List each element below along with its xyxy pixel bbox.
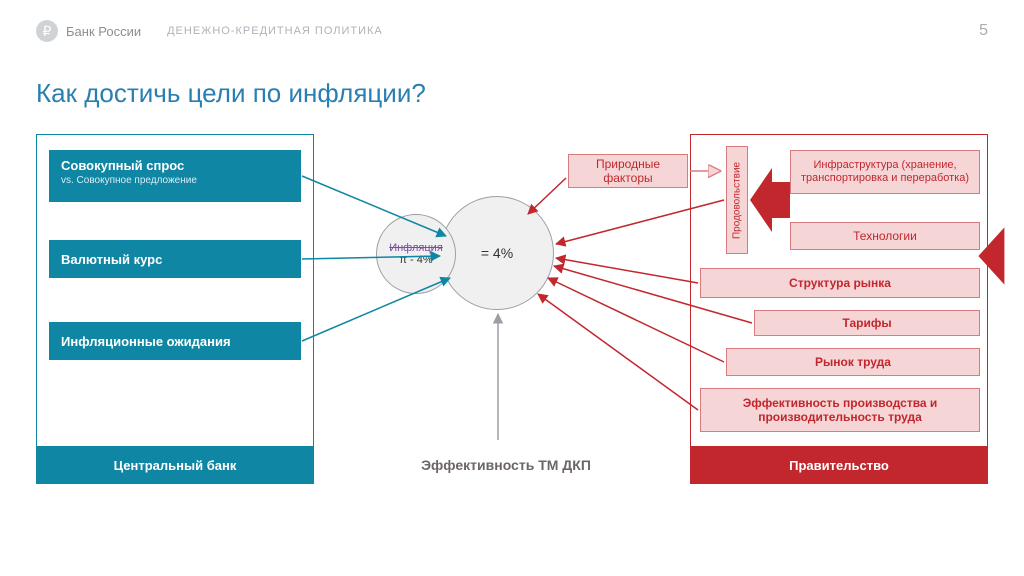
inflation-circle: Инфляция π - 4%	[376, 214, 456, 294]
section-text: ДЕНЕЖНО-КРЕДИТНАЯ ПОЛИТИКА	[167, 25, 383, 37]
arrow-struct	[556, 258, 698, 283]
box-infrastructure: Инфраструктура (хранение, транспортировк…	[790, 150, 980, 194]
target-circle: = 4%	[440, 196, 554, 310]
slide-header: ₽ Банк России ДЕНЕЖНО-КРЕДИТНАЯ ПОЛИТИКА…	[36, 20, 988, 42]
brand-text: Банк России	[66, 24, 141, 39]
box-technology: Технологии	[790, 222, 980, 250]
box-inflation-expectations: Инфляционные ожидания	[49, 322, 301, 360]
slide-title: Как достичь цели по инфляции?	[36, 78, 426, 109]
target-value: = 4%	[481, 245, 513, 261]
box-demand-sub: vs. Совокупное предложение	[61, 175, 289, 186]
inflation-pi: π - 4%	[399, 254, 432, 266]
central-bank-label: Центральный банк	[36, 446, 314, 484]
box-fx-title: Валютный курс	[61, 252, 162, 267]
box-natural-factors: Природные факторы	[568, 154, 688, 188]
logo-icon: ₽	[36, 20, 58, 42]
box-food: Продовольствие	[726, 146, 748, 254]
government-label: Правительство	[690, 446, 988, 484]
page-number: 5	[979, 22, 988, 40]
box-tariffs: Тарифы	[754, 310, 980, 336]
box-demand-title: Совокупный спрос	[61, 158, 184, 173]
inflation-label: Инфляция	[389, 242, 443, 254]
box-fx-rate: Валютный курс	[49, 240, 301, 278]
arrow-eff	[538, 294, 698, 410]
box-market-structure: Структура рынка	[700, 268, 980, 298]
box-expect-title: Инфляционные ожидания	[61, 334, 231, 349]
box-labor-market: Рынок труда	[726, 348, 980, 376]
box-production-efficiency: Эффективность производства и производите…	[700, 388, 980, 432]
mid-effectiveness-label: Эффективность ТМ ДКП	[356, 446, 656, 484]
box-aggregate-demand: Совокупный спрос vs. Совокупное предложе…	[49, 150, 301, 202]
